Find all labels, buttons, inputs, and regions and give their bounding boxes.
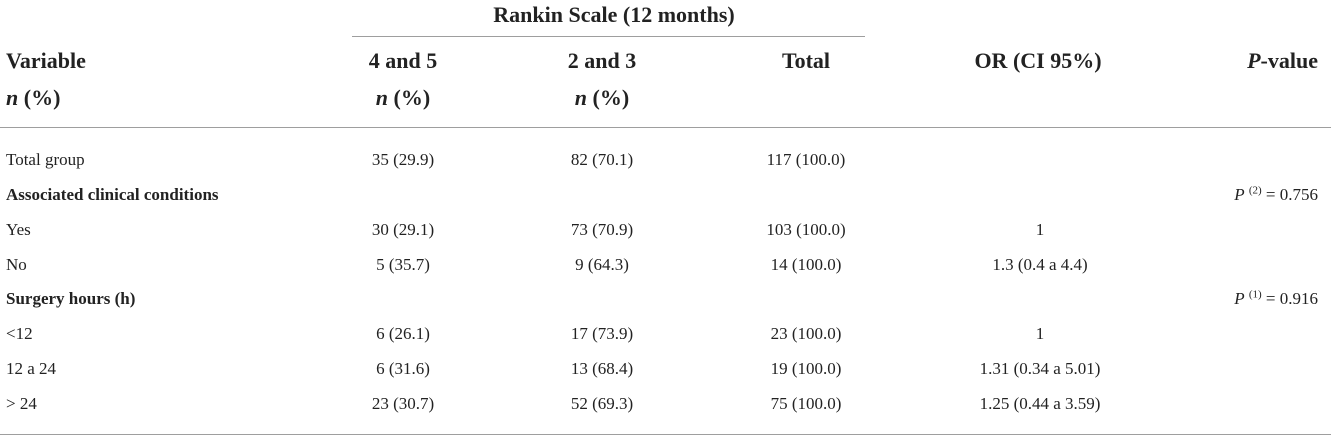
section-surgery-hours: Surgery hours (h) xyxy=(6,289,136,308)
col-header-2-3: 2 and 3 xyxy=(567,48,637,73)
row-label-12-24: 12 a 24 xyxy=(6,359,57,378)
col-header-p-value: P-value xyxy=(1247,48,1318,73)
col-header-or: OR (CI 95%) xyxy=(974,48,1102,73)
p-value-associated: P (2) = 0.756 xyxy=(1234,184,1318,204)
cell-yes-total: 103 (100.0) xyxy=(766,220,846,239)
cell-no-4-5: 5 (35.7) xyxy=(376,255,430,274)
cell-no-or: 1.3 (0.4 a 4.4) xyxy=(992,255,1088,274)
row-label-total-group: Total group xyxy=(6,150,85,169)
group-header-title: Rankin Scale (12 months) xyxy=(493,2,735,27)
cell-gt24-4-5: 23 (30.7) xyxy=(371,394,435,413)
cell-total-group-4-5: 35 (29.9) xyxy=(371,150,435,169)
section-associated-clinical-conditions: Associated clinical conditions xyxy=(6,185,219,204)
cell-yes-4-5: 30 (29.1) xyxy=(371,220,435,239)
cell-12-24-4-5: 6 (31.6) xyxy=(376,359,430,378)
cell-12-24-or: 1.31 (0.34 a 5.01) xyxy=(979,359,1101,378)
cell-total-group-2-3: 82 (70.1) xyxy=(570,150,634,169)
col-header-4-5: 4 and 5 xyxy=(368,48,438,73)
p-value-surgery: P (1) = 0.916 xyxy=(1234,288,1318,308)
cell-no-2-3: 9 (64.3) xyxy=(575,255,629,274)
cell-lt12-2-3: 17 (73.9) xyxy=(570,324,634,343)
cell-lt12-total: 23 (100.0) xyxy=(770,324,842,343)
cell-no-total: 14 (100.0) xyxy=(770,255,842,274)
group-header-rule xyxy=(352,36,865,37)
table-bottom-rule xyxy=(0,434,1331,435)
n-percent-header: n (%) xyxy=(6,85,61,110)
cell-gt24-total: 75 (100.0) xyxy=(770,394,842,413)
cell-yes-or: 1 xyxy=(1035,220,1045,239)
header-bottom-rule xyxy=(0,127,1331,128)
col-header-4-5-unit: n (%) xyxy=(375,85,431,110)
row-label-yes: Yes xyxy=(6,220,31,239)
cell-lt12-4-5: 6 (26.1) xyxy=(376,324,430,343)
cell-gt24-or: 1.25 (0.44 a 3.59) xyxy=(979,394,1101,413)
row-label-no: No xyxy=(6,255,27,274)
variable-header: Variable xyxy=(6,48,86,73)
col-header-2-3-unit: n (%) xyxy=(574,85,630,110)
cell-12-24-2-3: 13 (68.4) xyxy=(570,359,634,378)
row-label-gt24: > 24 xyxy=(6,394,37,413)
cell-12-24-total: 19 (100.0) xyxy=(770,359,842,378)
col-header-total: Total xyxy=(781,48,831,73)
cell-total-group-total: 117 (100.0) xyxy=(766,150,846,169)
row-label-lt12: <12 xyxy=(6,324,33,343)
cell-yes-2-3: 73 (70.9) xyxy=(570,220,634,239)
cell-lt12-or: 1 xyxy=(1035,324,1045,343)
cell-gt24-2-3: 52 (69.3) xyxy=(570,394,634,413)
